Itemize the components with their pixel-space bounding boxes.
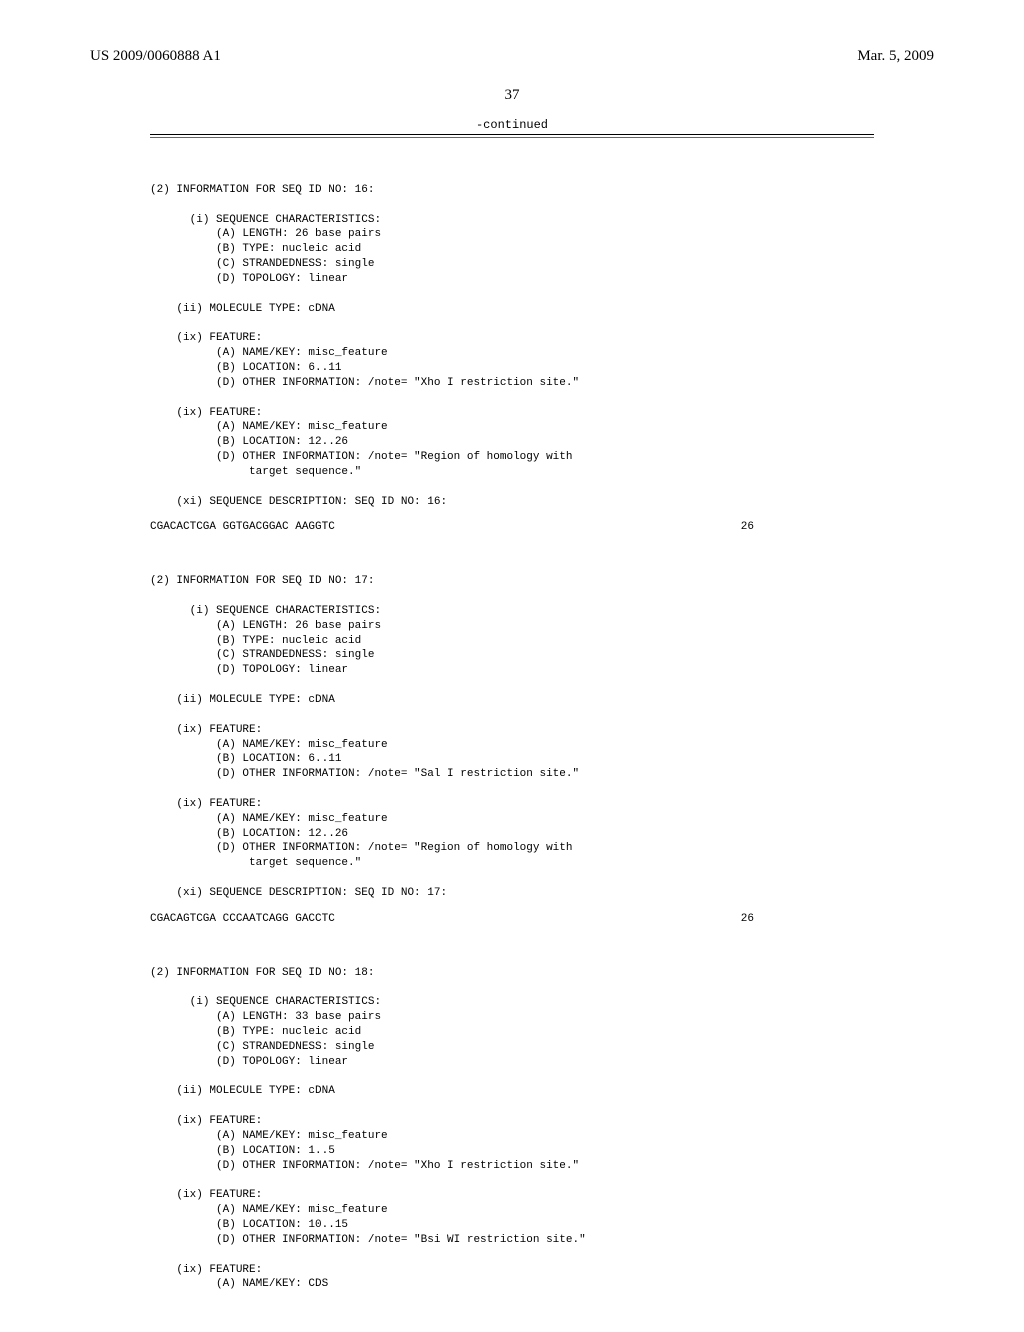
sequence-block-18: (2) INFORMATION FOR SEQ ID NO: 18: (i) S… bbox=[150, 951, 874, 1292]
char-c: (C) STRANDEDNESS: single bbox=[216, 649, 374, 661]
char-b: (B) TYPE: nucleic acid bbox=[216, 1026, 361, 1038]
feature-a: (A) NAME/KEY: misc_feature bbox=[216, 1130, 388, 1142]
feature-d: (D) OTHER INFORMATION: /note= "Bsi WI re… bbox=[216, 1234, 586, 1246]
char-a: (A) LENGTH: 26 base pairs bbox=[216, 620, 381, 632]
mol-type: (ii) MOLECULE TYPE: cDNA bbox=[176, 694, 334, 706]
info-header: (2) INFORMATION FOR SEQ ID NO: 18: bbox=[150, 967, 374, 979]
sequence-length: 26 bbox=[741, 521, 754, 533]
feature-b: (B) LOCATION: 12..26 bbox=[216, 828, 348, 840]
feature-header: (ix) FEATURE: bbox=[176, 1189, 262, 1201]
feature-d: (D) OTHER INFORMATION: /note= "Xho I res… bbox=[216, 377, 579, 389]
feature-header: (ix) FEATURE: bbox=[176, 1115, 262, 1127]
char-c: (C) STRANDEDNESS: single bbox=[216, 258, 374, 270]
feature-b: (B) LOCATION: 6..11 bbox=[216, 753, 341, 765]
feature-d: (D) OTHER INFORMATION: /note= "Region of… bbox=[216, 451, 572, 463]
info-header: (2) INFORMATION FOR SEQ ID NO: 16: bbox=[150, 184, 374, 196]
continued-block: -continued bbox=[150, 118, 874, 138]
feature-b: (B) LOCATION: 12..26 bbox=[216, 436, 348, 448]
feature-b: (B) LOCATION: 1..5 bbox=[216, 1145, 335, 1157]
feature-a: (A) NAME/KEY: misc_feature bbox=[216, 739, 388, 751]
mol-type: (ii) MOLECULE TYPE: cDNA bbox=[176, 303, 334, 315]
feature-header: (ix) FEATURE: bbox=[176, 724, 262, 736]
char-d: (D) TOPOLOGY: linear bbox=[216, 273, 348, 285]
feature-d2: target sequence." bbox=[216, 857, 361, 869]
feature-d: (D) OTHER INFORMATION: /note= "Xho I res… bbox=[216, 1160, 579, 1172]
char-d: (D) TOPOLOGY: linear bbox=[216, 664, 348, 676]
feature-d: (D) OTHER INFORMATION: /note= "Region of… bbox=[216, 842, 572, 854]
sequence-block-16: (2) INFORMATION FOR SEQ ID NO: 16: (i) S… bbox=[150, 168, 874, 509]
feature-header: (ix) FEATURE: bbox=[176, 332, 262, 344]
feature-header: (ix) FEATURE: bbox=[176, 407, 262, 419]
char-d: (D) TOPOLOGY: linear bbox=[216, 1056, 348, 1068]
char-header: (i) SEQUENCE CHARACTERISTICS: bbox=[183, 996, 381, 1008]
char-header: (i) SEQUENCE CHARACTERISTICS: bbox=[183, 214, 381, 226]
sequence-line-16: CGACACTCGA GGTGACGGAC AAGGTC 26 bbox=[150, 521, 874, 533]
feature-a: (A) NAME/KEY: misc_feature bbox=[216, 1204, 388, 1216]
patent-page: US 2009/0060888 A1 Mar. 5, 2009 37 -cont… bbox=[0, 0, 1024, 1332]
feature-a: (A) NAME/KEY: CDS bbox=[216, 1278, 328, 1290]
char-a: (A) LENGTH: 26 base pairs bbox=[216, 228, 381, 240]
feature-b: (B) LOCATION: 10..15 bbox=[216, 1219, 348, 1231]
char-b: (B) TYPE: nucleic acid bbox=[216, 243, 361, 255]
page-number: 37 bbox=[90, 87, 934, 104]
publication-number: US 2009/0060888 A1 bbox=[90, 48, 221, 65]
page-header: US 2009/0060888 A1 Mar. 5, 2009 bbox=[90, 48, 934, 65]
feature-a: (A) NAME/KEY: misc_feature bbox=[216, 813, 388, 825]
divider-thin bbox=[150, 137, 874, 138]
char-header: (i) SEQUENCE CHARACTERISTICS: bbox=[183, 605, 381, 617]
feature-header: (ix) FEATURE: bbox=[176, 1264, 262, 1276]
feature-header: (ix) FEATURE: bbox=[176, 798, 262, 810]
continued-label: -continued bbox=[150, 118, 874, 134]
mol-type: (ii) MOLECULE TYPE: cDNA bbox=[176, 1085, 334, 1097]
divider-thick bbox=[150, 134, 874, 135]
desc-header: (xi) SEQUENCE DESCRIPTION: SEQ ID NO: 17… bbox=[176, 887, 447, 899]
sequence-block-17: (2) INFORMATION FOR SEQ ID NO: 17: (i) S… bbox=[150, 559, 874, 900]
publication-date: Mar. 5, 2009 bbox=[857, 48, 934, 65]
info-header: (2) INFORMATION FOR SEQ ID NO: 17: bbox=[150, 575, 374, 587]
desc-header: (xi) SEQUENCE DESCRIPTION: SEQ ID NO: 16… bbox=[176, 496, 447, 508]
char-c: (C) STRANDEDNESS: single bbox=[216, 1041, 374, 1053]
sequence-text: CGACAGTCGA CCCAATCAGG GACCTC bbox=[150, 913, 335, 925]
char-a: (A) LENGTH: 33 base pairs bbox=[216, 1011, 381, 1023]
char-b: (B) TYPE: nucleic acid bbox=[216, 635, 361, 647]
sequence-length: 26 bbox=[741, 913, 754, 925]
feature-d: (D) OTHER INFORMATION: /note= "Sal I res… bbox=[216, 768, 579, 780]
sequence-line-17: CGACAGTCGA CCCAATCAGG GACCTC 26 bbox=[150, 913, 874, 925]
feature-b: (B) LOCATION: 6..11 bbox=[216, 362, 341, 374]
feature-d2: target sequence." bbox=[216, 466, 361, 478]
sequence-text: CGACACTCGA GGTGACGGAC AAGGTC bbox=[150, 521, 335, 533]
feature-a: (A) NAME/KEY: misc_feature bbox=[216, 347, 388, 359]
feature-a: (A) NAME/KEY: misc_feature bbox=[216, 421, 388, 433]
